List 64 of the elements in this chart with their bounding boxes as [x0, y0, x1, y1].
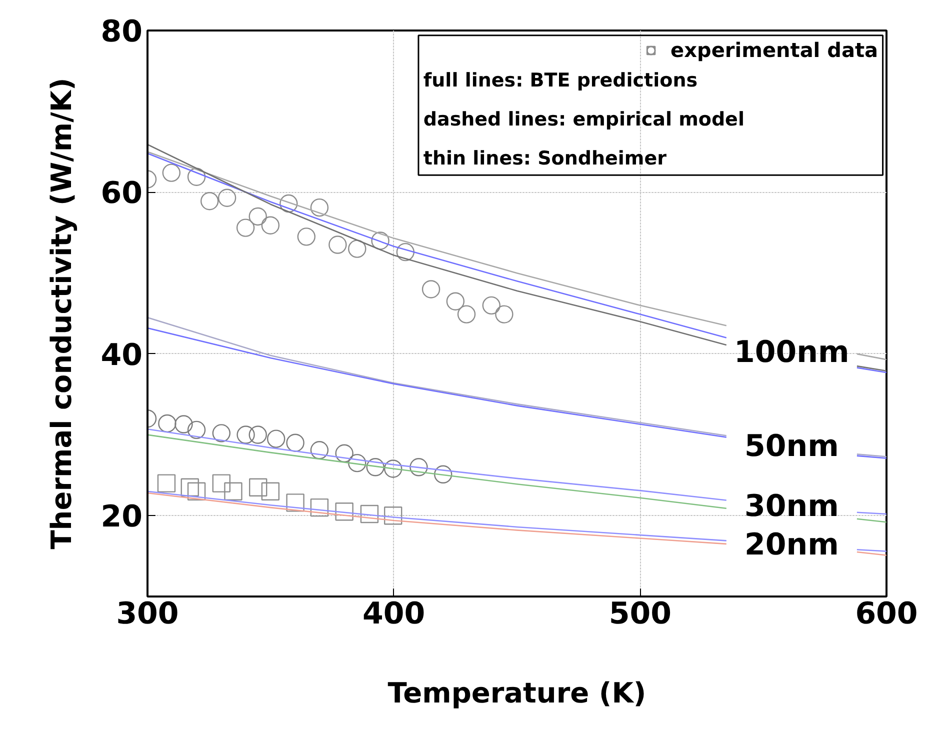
point	[360, 504, 379, 524]
point	[310, 498, 329, 517]
point	[261, 482, 280, 500]
x-tick-label: 300	[116, 596, 179, 632]
point	[446, 292, 465, 310]
series-label: 50nm	[744, 429, 839, 464]
point	[384, 460, 402, 478]
x-axis-title: Temperature (K)	[388, 676, 646, 710]
point	[384, 506, 402, 525]
point	[162, 164, 180, 182]
point	[371, 232, 390, 250]
point	[248, 426, 267, 444]
point	[335, 444, 354, 462]
x-tick-label: 600	[855, 596, 918, 632]
point	[212, 474, 230, 492]
point	[280, 194, 298, 213]
point	[180, 478, 199, 496]
point	[224, 482, 242, 500]
point	[187, 168, 206, 186]
point	[261, 216, 280, 234]
annotation: thin lines: Sondheimer	[423, 147, 668, 170]
y-axis-title: Thermal conductivity (W/m/K)	[44, 78, 78, 550]
y-tick-label: 80	[100, 14, 142, 50]
point	[236, 218, 255, 237]
point	[236, 426, 255, 444]
point	[286, 434, 304, 452]
y-tick-label: 60	[100, 176, 142, 212]
point	[266, 430, 286, 448]
point	[297, 228, 316, 246]
y-tick-label: 20	[100, 500, 142, 535]
point	[310, 441, 329, 460]
point	[422, 280, 440, 298]
point	[248, 207, 267, 226]
point	[212, 424, 230, 442]
point	[249, 478, 268, 496]
point	[286, 494, 304, 512]
point	[495, 305, 514, 324]
point	[310, 198, 329, 217]
x-tick-label: 500	[608, 596, 672, 632]
point	[174, 415, 193, 434]
point	[396, 242, 415, 262]
series-label: 30nm	[744, 488, 839, 524]
point	[348, 454, 366, 472]
point	[366, 458, 384, 476]
point	[328, 236, 347, 254]
point	[457, 305, 476, 324]
point	[218, 188, 236, 207]
point	[157, 474, 176, 492]
point	[158, 414, 176, 433]
series-label: 100nm	[734, 335, 850, 370]
x-tick-label: 400	[362, 596, 426, 632]
point	[187, 420, 206, 440]
legend-label: experimental data	[670, 38, 878, 62]
annotation: full lines: BTE predictions	[423, 70, 698, 92]
point	[200, 192, 219, 210]
annotation: dashed lines: empirical model	[423, 108, 744, 130]
point	[335, 502, 354, 521]
y-tick-label: 40	[100, 338, 142, 373]
series-label: 20nm	[744, 528, 839, 563]
point	[434, 465, 452, 484]
point	[348, 240, 366, 258]
point	[482, 296, 500, 314]
point	[410, 458, 428, 476]
point	[187, 482, 206, 500]
